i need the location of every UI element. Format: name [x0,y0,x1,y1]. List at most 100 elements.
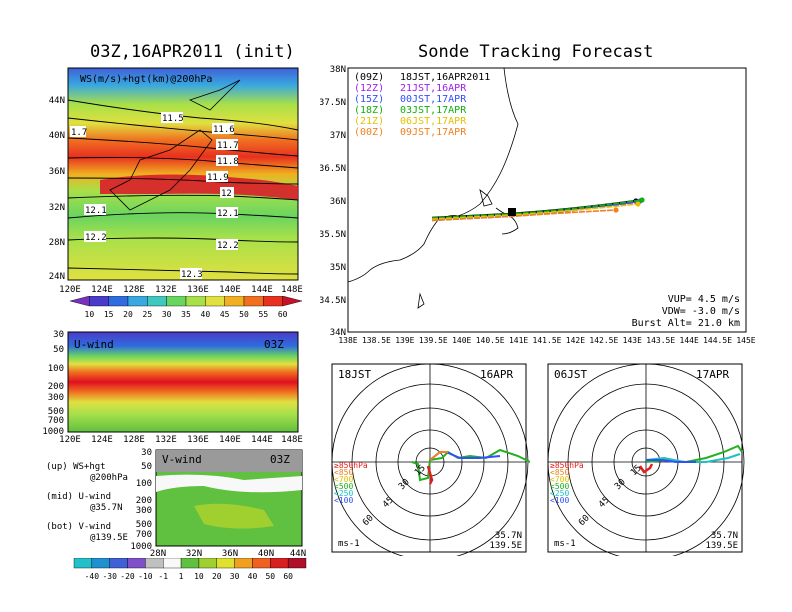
lon-tick: 139E [395,336,414,345]
u-wind-panel: U-wind 03Z 30 50 100 200 300 500 700 100… [42,330,303,444]
hodo-unit: ms-1 [338,539,360,549]
launch-utc: (00Z) [354,127,384,138]
launch-jst: 03JST,17APR [400,105,467,116]
pressure-tick: 300 [136,506,152,516]
lon-tick: 140E [219,435,241,444]
lon-tick: 145E [736,336,755,345]
lat-tick: 34N [330,328,346,338]
pressure-tick: 30 [141,448,152,458]
lon-tick: 144E [251,435,273,444]
ws-colorbar-label: 55 [259,310,269,319]
ws-colorbar-cell [89,296,109,307]
lon-tick: 128E [123,435,145,444]
landing-point [639,197,645,203]
sonde-track [431,200,641,222]
lat-tick: 32N [186,549,202,558]
wind-colorbar-cell [73,558,93,569]
hodo-level-label: <100 [550,496,569,505]
wind-colorbar-cell [216,558,235,569]
wind-colorbar-cell [252,558,271,569]
contour-label: 12.1 [85,206,107,216]
hodo-time: 06JST [554,368,587,381]
lon-tick: 124E [91,285,113,295]
hodo-level-label: <850 [550,468,569,477]
sonde-track [431,203,639,220]
note-mid: (mid) U-wind [46,492,112,502]
ws-colorbar-cell [69,296,90,307]
hodo-level-label: <700 [550,475,569,484]
pressure-tick: 1000 [130,542,152,552]
launch-jst: 06JST,17APR [400,116,467,127]
lat-tick: 35.5N [320,230,346,240]
launch-utc: (21Z) [354,116,384,127]
lat-tick: 37.5N [320,98,346,108]
ws-colorbar-cell [205,296,225,307]
wind-colorbar-cell [91,558,110,569]
lon-tick: 124E [91,435,113,444]
lon-tick: 138E [338,336,357,345]
lon-tick: 144E [680,336,699,345]
ws-colorbar: 10 15 20 25 30 35 40 45 50 55 60 [69,296,303,319]
lon-tick: 144E [251,285,273,295]
wind-colorbar-label: 10 [194,572,204,581]
launch-utc: (09Z) [354,72,384,83]
launch-site-marker [508,208,516,216]
wind-colorbar-label: -20 [120,572,135,581]
pressure-tick: 1000 [42,427,64,437]
note-mid-level: @35.7N [90,503,123,513]
lon-tick: 140E [452,336,471,345]
hodo-site-lon: 139.5E [705,541,738,551]
note-bot-level: @139.5E [90,533,128,543]
ws-colorbar-cell [127,296,148,307]
lon-tick: 139.5E [419,336,448,345]
wind-colorbar-label: 20 [212,572,222,581]
contour-label: 12.2 [217,241,239,251]
lon-tick: 142E [566,336,585,345]
landing-point [613,207,619,213]
lon-tick: 144.5E [703,336,732,345]
ws-colorbar-label: 35 [181,310,191,319]
ws-colorbar-cell [282,296,303,307]
lon-tick: 132E [155,435,177,444]
lat-tick: 36N [49,167,65,177]
ws-colorbar-cell [263,296,283,307]
pressure-tick: 200 [136,496,152,506]
contour-label: 11.7 [217,141,239,151]
contour-label: 12.1 [217,209,239,219]
param-vdw: VDW= -3.0 m/s [662,306,740,317]
note-up-level: @200hPa [90,473,128,483]
hodo-site-lat: 35.7N [711,531,738,541]
pressure-tick: 300 [48,393,64,403]
pressure-tick: 100 [48,364,64,374]
ws-colorbar-cell [147,296,167,307]
param-vup: VUP= 4.5 m/s [668,294,740,305]
hodo-level-label: <100 [334,496,353,505]
hodo-level-label: <500 [334,482,353,491]
wind-colorbar-label: 60 [283,572,293,581]
contour-label: 11.5 [162,114,184,124]
ws-colorbar-label: 45 [220,310,230,319]
lat-tick: 44N [49,96,65,106]
lat-tick: 44N [290,549,306,558]
launch-jst: 09JST,17APR [400,127,467,138]
lat-tick: 28N [150,549,166,558]
pressure-tick: 700 [136,530,152,540]
ws-colorbar-cell [224,296,245,307]
wind-colorbar-label: -30 [102,572,117,581]
lat-tick: 36.5N [320,164,346,174]
param-burst: Burst Alt= 21.0 km [632,318,740,329]
lon-tick: 128E [123,285,145,295]
launch-jst: 21JST,16APR [400,83,467,94]
lat-tick: 36N [222,549,238,558]
pressure-tick: 100 [136,479,152,489]
hodo-level-label: <700 [334,475,353,484]
wind-colorbar-cell [198,558,217,569]
ws-colorbar-label: 30 [162,310,172,319]
lon-tick: 141.5E [533,336,562,345]
contour-label: 12.2 [85,233,107,243]
pressure-tick: 700 [48,416,64,426]
wind-colorbar-label: -10 [138,572,153,581]
contour-label: 11.8 [217,157,239,167]
wind-colorbar-cell [109,558,128,569]
